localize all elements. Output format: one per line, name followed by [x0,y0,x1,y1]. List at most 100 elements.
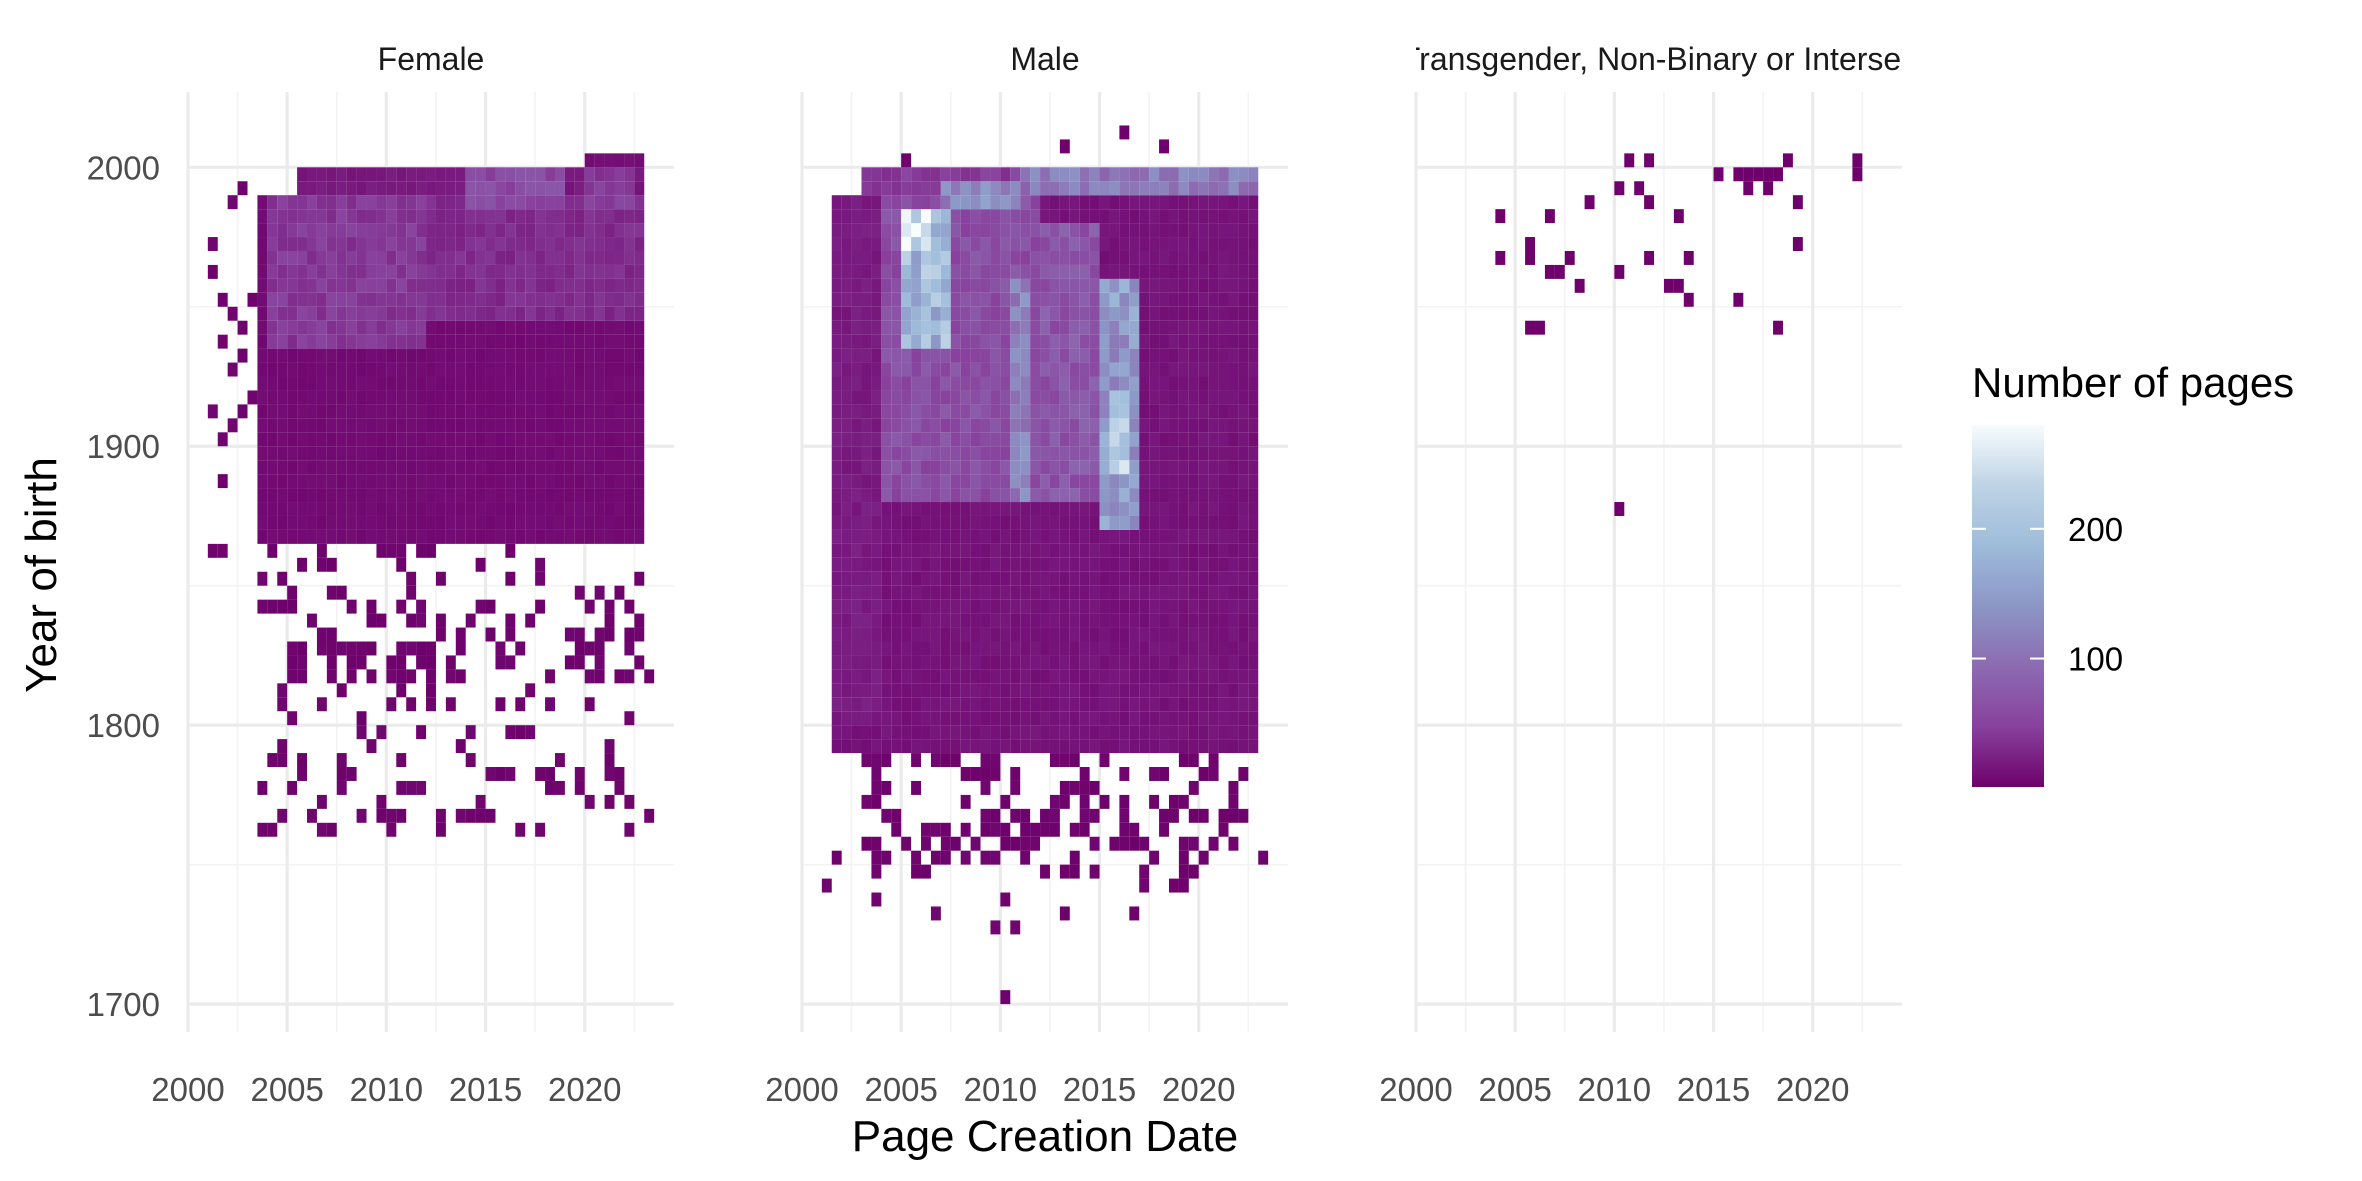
heatmap-cell [891,362,902,377]
heatmap-cell [1139,195,1150,210]
heatmap-cell [465,515,476,530]
heatmap-cell [1159,139,1169,154]
heatmap-cell [396,320,407,335]
heatmap-cell [297,404,308,419]
heatmap-cell [336,306,347,321]
heatmap-cell [1049,585,1060,600]
heatmap-cell [1030,557,1041,572]
heatmap-cell [1020,627,1031,642]
heatmap-cell [455,237,466,251]
heatmap-cell [356,237,367,251]
heatmap-cell [851,404,862,419]
heatmap-cell [861,488,872,503]
heatmap-cell [535,195,546,210]
heatmap-cell [1198,320,1209,335]
heatmap-cell [326,362,337,377]
heatmap-cell [950,320,961,335]
heatmap-cell [1020,223,1031,238]
heatmap-cell [1099,376,1110,391]
heatmap-cell [1030,362,1041,377]
heatmap-cell [346,250,357,265]
heatmap-cell [1218,376,1229,391]
heatmap-cell [574,376,585,391]
heatmap-cell [604,292,615,307]
heatmap-cell [1139,446,1150,461]
heatmap-cell [911,655,922,670]
heatmap-cell [871,780,882,795]
heatmap-cell [426,376,436,391]
heatmap-cell [1030,711,1041,726]
heatmap-cell [1030,460,1041,475]
heatmap-cell [1159,822,1169,837]
heatmap-cell [1089,446,1100,461]
heatmap-cell [861,515,872,530]
heatmap-cell [435,376,446,391]
heatmap-cell [545,697,555,712]
heatmap-cell [316,641,327,656]
heatmap-cell [1238,250,1249,265]
heatmap-cell [604,529,615,544]
heatmap-cell [1159,585,1169,600]
heatmap-cell [277,599,288,614]
heatmap-cell [980,264,991,279]
heatmap-cell [386,181,397,196]
heatmap-cell [1069,571,1080,586]
heatmap-cell [1198,488,1209,503]
heatmap-cell [485,446,496,461]
heatmap-cell [1049,460,1060,475]
heatmap-cell [465,264,476,279]
heatmap-cell [624,515,635,530]
heatmap-cell [851,711,862,726]
heatmap-cell [970,697,981,712]
heatmap-cell [495,348,506,363]
heatmap-cell [515,167,526,182]
heatmap-cell [1159,390,1169,405]
heatmap-cell [1119,683,1130,698]
heatmap-cell [1178,209,1189,224]
heatmap-cell [634,571,645,586]
heatmap-cell [1040,167,1050,182]
heatmap-cell [1198,237,1209,251]
heatmap-cell [495,264,506,279]
heatmap-cell [535,446,546,461]
heatmap-cell [564,264,575,279]
heatmap-cell [990,460,1001,475]
heatmap-cell [376,195,387,210]
heatmap-cell [871,683,882,698]
heatmap-cell [495,181,506,196]
heatmap-cell [1198,515,1209,530]
heatmap-cell [416,474,427,489]
heatmap-cell [940,250,951,265]
heatmap-cell [1139,557,1150,572]
heatmap-cell [950,264,961,279]
heatmap-cell [277,264,288,279]
heatmap-cell [594,278,605,293]
heatmap-cell [554,264,565,279]
heatmap-cell [535,376,546,391]
heatmap-cell [1168,711,1179,726]
heatmap-cell [336,780,347,795]
heatmap-cell [1109,404,1120,419]
heatmap-cell [980,850,991,865]
heatmap-cell [1178,348,1189,363]
y-tick-label: 2000 [87,149,160,186]
heatmap-cell [445,264,456,279]
heatmap-cell [950,181,961,196]
heatmap-cell [841,502,852,516]
heatmap-cell [980,376,991,391]
heatmap-cell [990,529,1001,544]
heatmap-cell [1159,334,1169,349]
heatmap-cell [1030,320,1041,335]
heatmap-cell [307,250,317,265]
heatmap-cell [1129,725,1140,740]
heatmap-cell [1198,543,1209,558]
heatmap-cell [267,320,278,335]
heatmap-cell [307,348,317,363]
heatmap-cell [287,278,298,293]
heatmap-cell [485,488,496,503]
heatmap-cell [851,655,862,670]
heatmap-cell [980,362,991,377]
heatmap-cell [1168,585,1179,600]
heatmap-cell [1188,808,1199,823]
heatmap-cell [386,209,397,224]
